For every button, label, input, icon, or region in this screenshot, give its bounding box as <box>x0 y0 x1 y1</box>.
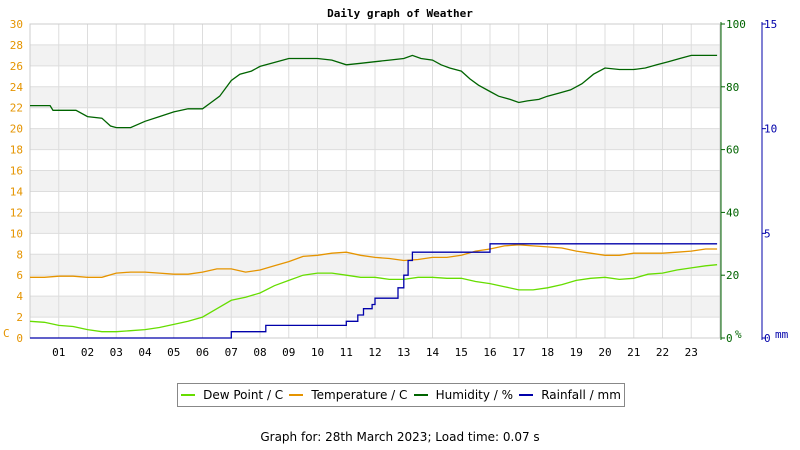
axes-layer: 01 02 03 04 05 06 07 08 09 10 11 12 13 14 15 16 17 18 19 20… <box>3 18 789 359</box>
series-line-rainfall <box>30 243 718 339</box>
x-tick-label: 15 <box>455 346 468 359</box>
y-right2-tick-label: 10 <box>764 123 777 136</box>
legend-swatch-rainfall <box>519 394 534 396</box>
series-line-humidity <box>30 54 718 129</box>
x-tick-label: 05 <box>167 346 180 359</box>
y-right2-tick-label: 0 <box>764 332 771 345</box>
legend-swatch-humidity <box>413 394 428 396</box>
series-line-temperature <box>30 244 718 278</box>
y-right2-tick-label: 15 <box>764 18 777 31</box>
x-tick-label: 09 <box>282 346 295 359</box>
y-left-tick-label: 8 <box>16 248 23 261</box>
y-right1-tick-label: 80 <box>726 81 739 94</box>
legend-swatch-temperature <box>289 394 304 396</box>
y-left-tick-label: 14 <box>10 185 24 198</box>
x-tick-label: 11 <box>340 346 353 359</box>
x-tick-label: 17 <box>512 346 525 359</box>
legend-label-humidity: Humidity / % <box>435 388 514 402</box>
y-right1-tick-label: 20 <box>726 269 739 282</box>
x-tick-label: 20 <box>598 346 611 359</box>
y-left-tick-label: 22 <box>10 102 23 115</box>
x-tick-label: 07 <box>225 346 238 359</box>
x-tick-label: 03 <box>110 346 123 359</box>
y-left-tick-label: 2 <box>16 311 23 324</box>
y-right1-tick-label: 100 <box>726 18 746 31</box>
legend-label-temperature: Temperature / C <box>311 388 408 402</box>
x-tick-label: 04 <box>138 346 152 359</box>
y-right1-unit-label: % <box>735 328 742 341</box>
x-tick-label: 19 <box>570 346 583 359</box>
y-right2-tick-label: 5 <box>764 227 771 240</box>
x-tick-label: 02 <box>81 346 94 359</box>
y-right2-unit-label: mm <box>775 328 789 341</box>
legend-label-dew-point: Dew Point / C <box>203 388 284 402</box>
y-left-tick-label: 12 <box>10 206 23 219</box>
y-right1-tick-label: 60 <box>726 144 739 157</box>
x-tick-label: 23 <box>685 346 698 359</box>
footer-load-info: Graph for: 28th March 2023; Load time: 0… <box>260 430 540 444</box>
legend-item-humidity: Humidity / % <box>413 388 514 402</box>
x-tick-label: 13 <box>397 346 410 359</box>
plot-border <box>29 23 721 339</box>
y-left-tick-label: 16 <box>10 165 23 178</box>
y-left-tick-label: 10 <box>10 227 23 240</box>
y-left-tick-label: 20 <box>10 123 23 136</box>
chart-title: Daily graph of Weather <box>327 7 473 20</box>
x-tick-label: 16 <box>483 346 496 359</box>
x-tick-label: 01 <box>52 346 65 359</box>
y-left-tick-label: 4 <box>16 290 23 303</box>
y-right1-tick-label: 0 <box>726 332 733 345</box>
y-left-tick-label: 30 <box>10 18 23 31</box>
y-left-tick-label: 26 <box>10 60 23 73</box>
y-right1-tick-label: 40 <box>726 206 739 219</box>
legend-item-dew-point: Dew Point / C <box>181 388 283 402</box>
y-left-tick-label: 6 <box>16 269 23 282</box>
y-left-tick-label: 0 <box>16 332 23 345</box>
x-tick-label: 10 <box>311 346 324 359</box>
x-tick-label: 06 <box>196 346 209 359</box>
y-left-unit-label: C <box>3 327 10 340</box>
x-tick-label: 22 <box>656 346 669 359</box>
y-left-tick-label: 18 <box>10 144 23 157</box>
series-line-dew-point <box>29 264 718 333</box>
legend: Dew Point / C Temperature / C Humidity /… <box>177 383 625 407</box>
legend-swatch-dew-point <box>181 394 196 396</box>
legend-item-temperature: Temperature / C <box>289 388 407 402</box>
legend-item-rainfall: Rainfall / mm <box>519 388 621 402</box>
y-left-tick-label: 28 <box>10 39 23 52</box>
x-tick-label: 18 <box>541 346 554 359</box>
x-tick-label: 12 <box>368 346 381 359</box>
x-tick-label: 08 <box>253 346 266 359</box>
legend-label-rainfall: Rainfall / mm <box>541 388 621 402</box>
x-tick-label: 14 <box>426 346 440 359</box>
x-tick-label: 21 <box>627 346 640 359</box>
series-layer <box>29 54 718 339</box>
y-left-tick-label: 24 <box>10 81 24 94</box>
